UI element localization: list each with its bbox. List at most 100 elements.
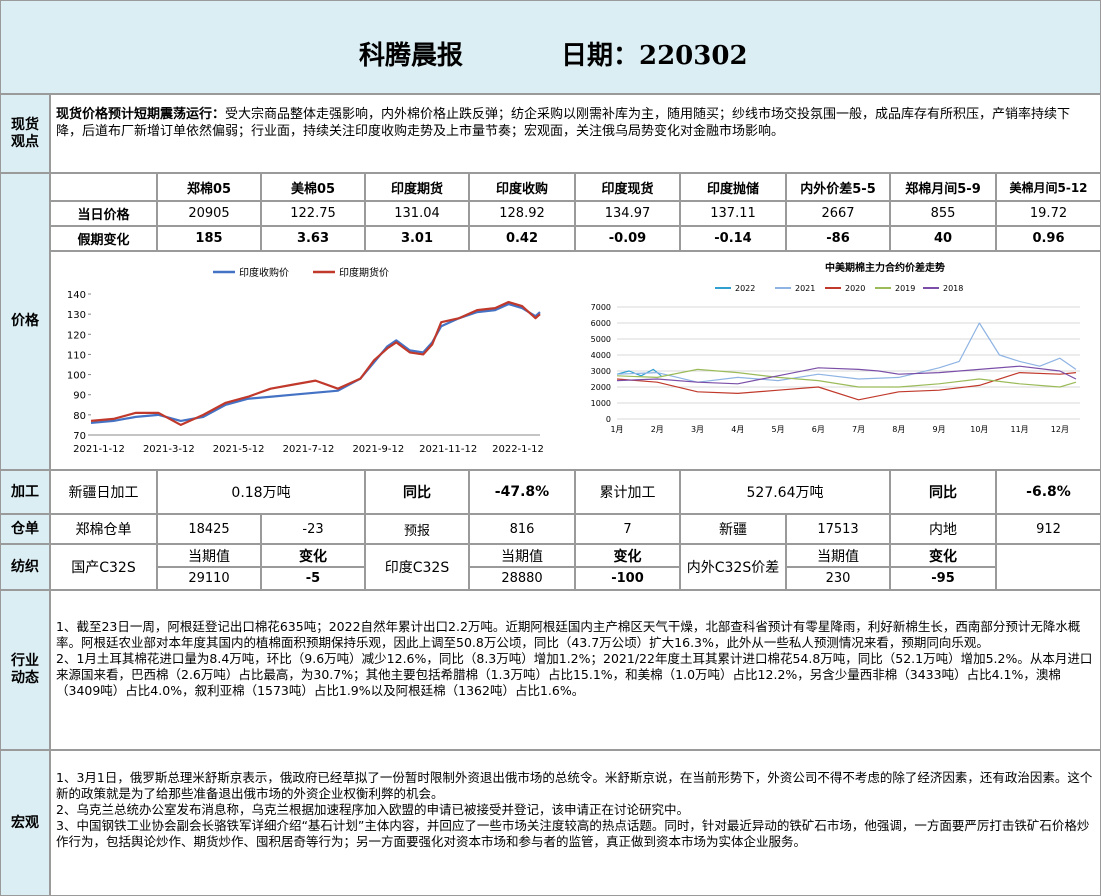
spot-view-text: 现货价格预计短期震荡运行：受大宗商品整体走强影响，内外棉价格止跌反弹；纺企采购以… [50, 94, 1101, 173]
chart2-x-tick-label: 3月 [691, 425, 704, 434]
xinjiang-value: 17513 [786, 514, 890, 544]
chart2-title: 中美期棉主力合约价差走势 [825, 261, 945, 274]
report-header: 科腾晨报 日期：220302 [0, 0, 1101, 94]
macro-paragraph: 3、中国钢铁工业协会副会长骆铁军详细介绍“基石计划”主体内容，并回应了一些市场关… [56, 818, 1090, 849]
zce-receipts-value: 18425 [157, 514, 261, 544]
price-change-value: 3.01 [365, 226, 469, 251]
spot-view-label: 现货观点 [0, 94, 50, 173]
inland-label: 内地 [890, 514, 996, 544]
chart2-series-line [616, 371, 1077, 401]
price-col-header: 印度抛储 [680, 173, 786, 201]
industry-news-text: 1、截至23日一周，阿根廷登记出口棉花635吨；2022自然年累计出口2.2万吨… [50, 590, 1101, 750]
spread-change-value: -95 [890, 567, 996, 590]
chart1-x-axis: 2021-1-12 2021-3-12 2021-5-12 2021-7-12 2021… [73, 444, 544, 455]
chart2-y-tick-label: 0 [606, 415, 611, 424]
chart2-y-axis: 0 1000 2000 3000 4000 5000 6000 7000 [591, 303, 611, 424]
price-change-value: 0.96 [996, 226, 1101, 251]
price-today-value: 128.92 [469, 201, 575, 226]
cumulative-yoy-label: 同比 [890, 470, 996, 514]
chart1-y-tick-label: 100 [67, 371, 86, 382]
spread-chart: 中美期棉主力合约价差走势 2022 2021 2020 2019 2018 0 1000 2… [591, 261, 1080, 434]
india-c32s-label: 印度C32S [365, 544, 469, 590]
domestic-c32s-label: 国产C32S [50, 544, 157, 590]
cumulative-processing-label: 累计加工 [575, 470, 680, 514]
chart2-x-tick-label: 12月 [1051, 425, 1069, 434]
chart1-y-tick-label: 120 [67, 330, 86, 341]
price-today-value: 122.75 [261, 201, 365, 226]
chart1-x-tick-label: 2021-3-12 [143, 444, 195, 455]
chart1-y-tick-label: 130 [67, 310, 86, 321]
chart2-legend-label: 2022 [735, 284, 755, 293]
chart2-series-line [616, 368, 662, 377]
chart2-series-line [616, 368, 1077, 388]
india-change-value: -100 [575, 567, 680, 590]
industry-paragraph: 2、1月土耳其棉花进口量为8.4万吨，环比（9.6万吨）减少12.6%，同比（8… [56, 651, 1093, 698]
price-change-value: 40 [890, 226, 996, 251]
chart2-y-tick-label: 5000 [591, 335, 611, 344]
domestic-current-label: 当期值 [157, 544, 261, 567]
xj-processing-label: 新疆日加工 [50, 470, 157, 514]
macro-label: 宏观 [0, 750, 50, 896]
price-col-header: 印度期货 [365, 173, 469, 201]
domestic-change-value: -5 [261, 567, 365, 590]
macro-paragraph: 1、3月1日，俄罗斯总理米舒斯京表示，俄政府已经草拟了一份暂时限制外资退出俄市场… [56, 770, 1093, 801]
chart1-legend: 印度收购价 印度期货价 [213, 266, 389, 279]
xj-processing-value: 0.18万吨 [157, 470, 365, 514]
chart1-y-tick-label: 140 [67, 290, 86, 301]
chart2-y-tick-label: 6000 [591, 319, 611, 328]
chart2-x-tick-label: 10月 [970, 425, 988, 434]
spot-view-label-text: 现货观点 [11, 116, 39, 150]
forecast-change: 7 [575, 514, 680, 544]
spread-current-value: 230 [786, 567, 890, 590]
chart2-legend-label: 2020 [845, 284, 865, 293]
processing-yoy-label: 同比 [365, 470, 469, 514]
chart2-legend-label: 2019 [895, 284, 915, 293]
report-date: 日期：220302 [561, 41, 748, 71]
india-current-value: 28880 [469, 567, 575, 590]
domestic-current-value: 29110 [157, 567, 261, 590]
spot-body: 受大宗商品整体走强影响，内外棉价格止跌反弹；纺企采购以刚需补库为主，随用随买；纱… [56, 107, 1071, 139]
warehouse-label: 仓单 [0, 514, 50, 544]
price-col-header: 郑棉05 [157, 173, 261, 201]
chart2-x-tick-label: 7月 [852, 425, 865, 434]
domestic-change-label: 变化 [261, 544, 365, 567]
processing-label: 加工 [0, 470, 50, 514]
price-change-value: -0.09 [575, 226, 680, 251]
price-corner [50, 173, 157, 201]
chart1-y-tick-label: 70 [73, 431, 86, 442]
price-change-value: -86 [786, 226, 890, 251]
chart1-series [90, 300, 541, 427]
chart1-y-tick-label: 110 [67, 350, 86, 361]
price-change-value: 3.63 [261, 226, 365, 251]
chart1-series-line [90, 302, 541, 425]
india-current-label: 当期值 [469, 544, 575, 567]
chart2-y-tick-label: 2000 [591, 383, 611, 392]
chart2-x-axis: 1月 2月 3月 4月 5月 6月 7月 8月 9月 10月 11月 12月 [610, 425, 1069, 434]
price-today-value: 20905 [157, 201, 261, 226]
price-col-header: 郑棉月间5-9 [890, 173, 996, 201]
price-col-header: 内外价差5-5 [786, 173, 890, 201]
zce-receipts-label: 郑棉仓单 [50, 514, 157, 544]
cumulative-yoy-value: -6.8% [996, 470, 1101, 514]
chart2-x-tick-label: 11月 [1011, 425, 1029, 434]
price-row-label-today: 当日价格 [50, 201, 157, 226]
price-change-value: -0.14 [680, 226, 786, 251]
chart1-x-tick-label: 2021-7-12 [283, 444, 335, 455]
spread-change-label: 变化 [890, 544, 996, 567]
chart2-series-line [616, 322, 1077, 383]
industry-label: 行业动态 [0, 590, 50, 750]
chart2-x-tick-label: 8月 [892, 425, 905, 434]
india-change-label: 变化 [575, 544, 680, 567]
chart2-series-line [616, 365, 1077, 385]
processing-yoy-value: -47.8% [469, 470, 575, 514]
price-today-value: 134.97 [575, 201, 680, 226]
xinjiang-label: 新疆 [680, 514, 786, 544]
price-col-header: 美棉月间5-12 [996, 173, 1101, 201]
chart2-x-tick-label: 6月 [812, 425, 825, 434]
chart2-x-tick-label: 2月 [651, 425, 664, 434]
chart1-y-axis: 70 80 90 100 110 120 130 140 [67, 290, 86, 442]
price-section-label: 价格 [0, 173, 50, 470]
price-row-label-change: 假期变化 [50, 226, 157, 251]
forecast-label: 预报 [365, 514, 469, 544]
